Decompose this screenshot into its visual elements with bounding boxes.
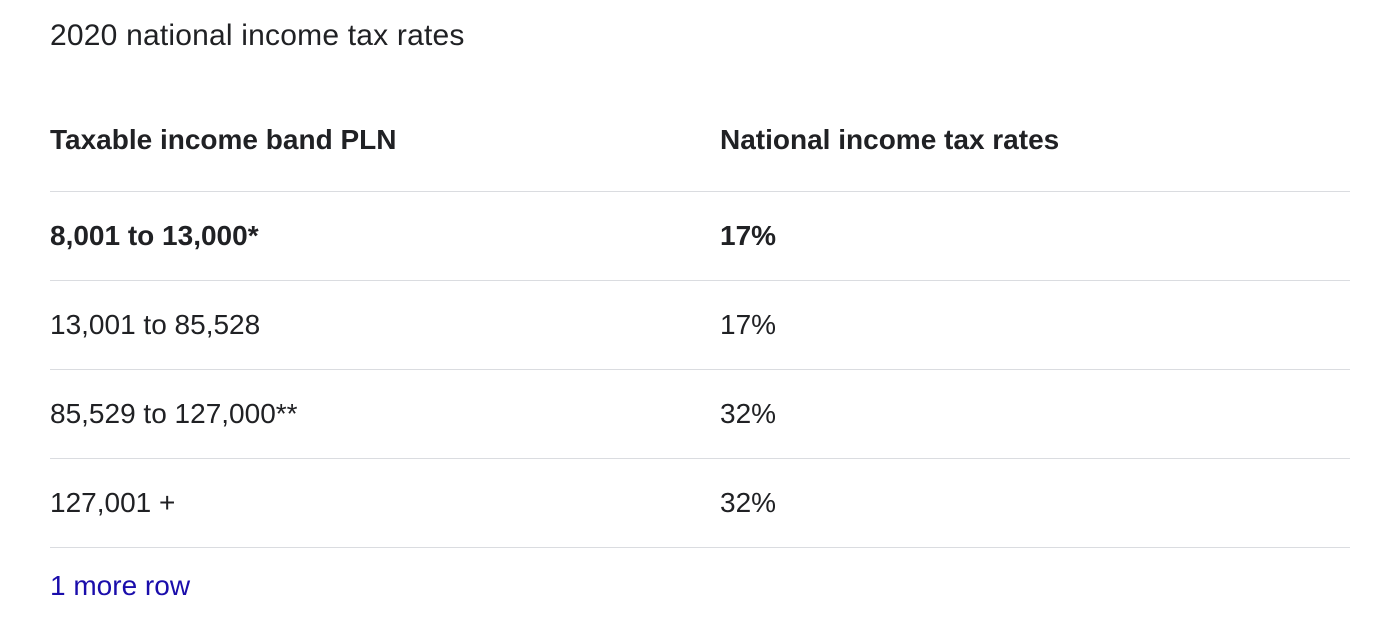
column-header-national-income-tax-rates: National income tax rates: [720, 56, 1350, 192]
table-row: 85,529 to 127,000** 32%: [50, 369, 1350, 459]
tax-rates-table: Taxable income band PLN National income …: [50, 56, 1350, 548]
table-header-row: Taxable income band PLN National income …: [50, 56, 1350, 192]
tax-rate-cell: 32%: [720, 458, 1350, 548]
tax-rate-cell: 32%: [720, 369, 1350, 459]
page-title: 2020 national income tax rates: [50, 19, 465, 52]
more-rows-link[interactable]: 1 more row: [50, 570, 191, 601]
income-band-cell: 13,001 to 85,528: [50, 280, 720, 370]
income-band-cell: 8,001 to 13,000*: [50, 191, 720, 281]
tax-rate-cell: 17%: [720, 191, 1350, 281]
column-header-taxable-income-band: Taxable income band PLN: [50, 56, 720, 192]
income-band-cell: 85,529 to 127,000**: [50, 369, 720, 459]
table-row: 127,001 + 32%: [50, 458, 1350, 548]
tax-rate-cell: 17%: [720, 280, 1350, 370]
table-row: 8,001 to 13,000* 17%: [50, 191, 1350, 281]
income-band-cell: 127,001 +: [50, 458, 720, 548]
table-row: 13,001 to 85,528 17%: [50, 280, 1350, 370]
